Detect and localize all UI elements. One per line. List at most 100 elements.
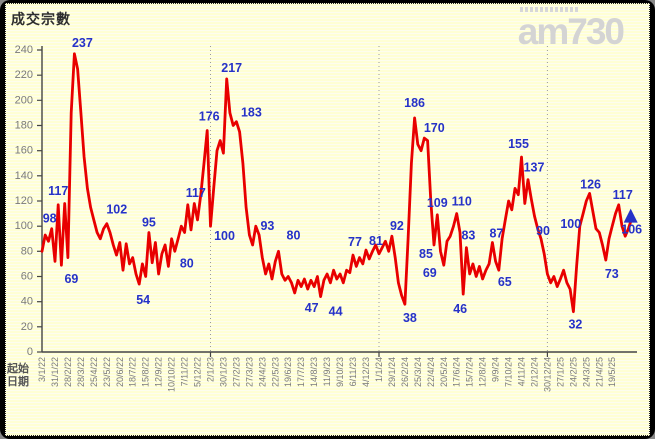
x-tick-label: 26/2/24 <box>400 357 410 387</box>
point-label: 109 <box>427 196 448 210</box>
point-label: 65 <box>498 275 512 289</box>
point-label: 183 <box>241 106 262 120</box>
x-tick-label: 7/10/24 <box>504 357 514 387</box>
y-tick-label: 180 <box>15 120 33 132</box>
point-label: 80 <box>287 228 301 242</box>
y-tick-label: 200 <box>15 94 33 106</box>
point-label: 106 <box>621 223 642 237</box>
point-label: 176 <box>199 110 220 124</box>
point-label: 77 <box>348 235 362 249</box>
y-tick-label: 20 <box>21 321 33 333</box>
point-label: 85 <box>419 247 433 261</box>
point-label: 100 <box>214 229 235 243</box>
x-tick-label: 12/9/22 <box>154 357 164 387</box>
x-tick-label: 1/1/24 <box>374 357 384 382</box>
point-label: 80 <box>180 256 194 270</box>
point-label: 137 <box>524 161 545 175</box>
x-tick-label: 29/1/24 <box>387 357 397 387</box>
chart-background <box>5 3 650 436</box>
point-label: 92 <box>390 219 404 233</box>
point-label: 110 <box>452 195 472 209</box>
x-tick-label: 30/12/24 <box>542 357 552 392</box>
x-tick-label: 4/12/23 <box>361 357 371 387</box>
point-label: 100 <box>560 217 581 231</box>
x-tick-label: 20/6/22 <box>115 357 125 387</box>
x-tick-label: 27/1/25 <box>555 357 565 387</box>
x-tick-label: 14/8/23 <box>309 357 319 387</box>
point-label: 69 <box>423 266 437 280</box>
y-tick-label: 220 <box>15 69 33 81</box>
last-point-marker <box>623 208 638 223</box>
point-label: 217 <box>221 61 242 75</box>
series-line <box>40 52 634 314</box>
watermark-tagline <box>519 7 578 12</box>
y-tick-label: 140 <box>15 170 33 182</box>
y-tick-label: 120 <box>15 195 33 207</box>
x-tick-label: 24/4/23 <box>257 357 267 387</box>
x-tick-label: 15/8/22 <box>141 357 151 387</box>
x-tick-label: 6/11/23 <box>348 357 358 386</box>
x-tick-label: 22/4/24 <box>426 357 436 387</box>
point-label: 102 <box>106 203 127 217</box>
x-tick-label: 23/5/22 <box>102 357 112 387</box>
point-label: 46 <box>453 302 467 316</box>
point-label: 90 <box>536 224 550 238</box>
point-label: 155 <box>508 137 529 151</box>
point-label: 117 <box>186 186 206 200</box>
x-tick-label: 15/7/24 <box>465 357 475 387</box>
x-tick-label: 28/3/22 <box>76 357 86 387</box>
x-tick-label: 12/8/24 <box>478 357 488 387</box>
x-axis-title-line2: 日期 <box>7 376 29 388</box>
x-tick-label: 9/10/23 <box>335 357 345 387</box>
y-tick-label: 60 <box>21 271 33 283</box>
x-tick-label: 2/1/23 <box>206 357 216 382</box>
x-tick-label: 2/12/24 <box>530 357 540 387</box>
point-label: 54 <box>136 293 150 307</box>
x-tick-label: 25/4/22 <box>89 357 99 387</box>
x-tick-label: 11/9/23 <box>322 357 332 386</box>
x-tick-label: 10/10/22 <box>167 357 177 392</box>
x-tick-label: 17/6/24 <box>452 357 462 387</box>
x-tick-label: 4/11/24 <box>517 357 527 386</box>
point-label: 47 <box>305 301 319 315</box>
point-label: 73 <box>605 267 619 281</box>
x-tick-label: 21/4/25 <box>594 357 604 387</box>
y-tick-label: 100 <box>15 220 33 232</box>
x-tick-label: 22/5/23 <box>270 357 280 387</box>
x-tick-label: 24/2/25 <box>568 357 578 387</box>
point-label: 237 <box>72 36 93 50</box>
point-label: 38 <box>403 311 417 325</box>
x-tick-label: 7/11/22 <box>180 357 190 386</box>
x-tick-label: 31/1/22 <box>50 357 60 387</box>
x-tick-label: 28/2/22 <box>63 357 73 387</box>
y-tick-label: 40 <box>21 296 33 308</box>
x-tick-label: 9/9/24 <box>491 357 501 382</box>
point-label: 126 <box>580 177 601 191</box>
y-tick-label: 0 <box>27 346 33 358</box>
x-tick-label: 19/5/25 <box>607 357 617 387</box>
x-axis-title-line1: 起始 <box>7 363 29 375</box>
x-tick-label: 18/7/22 <box>128 357 138 387</box>
point-label: 98 <box>43 212 57 226</box>
x-tick-label: 25/3/24 <box>413 357 423 387</box>
x-tick-label: 5/12/22 <box>193 357 203 387</box>
x-axis-title: 起始 日期 <box>7 363 29 389</box>
point-label: 170 <box>424 121 445 135</box>
point-label: 186 <box>404 96 425 110</box>
x-tick-label: 27/3/23 <box>244 357 254 387</box>
y-tick-label: 240 <box>15 44 33 56</box>
point-label: 83 <box>461 229 475 243</box>
y-tick-label: 80 <box>21 245 33 257</box>
point-label: 95 <box>142 216 156 230</box>
point-label: 44 <box>329 305 343 319</box>
x-tick-label: 24/3/25 <box>581 357 591 387</box>
x-tick-label: 19/6/23 <box>283 357 293 387</box>
watermark-logo-text: am730 <box>517 11 625 52</box>
point-label: 32 <box>568 318 582 332</box>
point-label: 117 <box>613 188 633 202</box>
point-label: 69 <box>64 272 78 286</box>
point-label: 87 <box>489 227 503 241</box>
point-label: 81 <box>369 234 383 248</box>
